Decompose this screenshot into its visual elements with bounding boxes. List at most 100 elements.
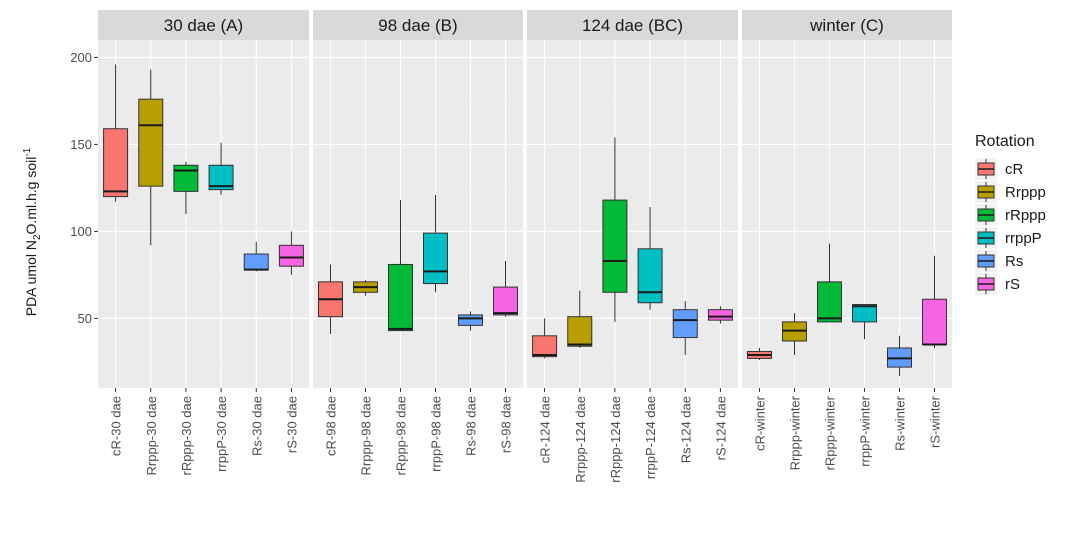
x-tick-label: Rs-winter [893, 395, 908, 451]
x-tick-label: Rs-98 dae [464, 396, 479, 456]
legend-item-rrppP: rrppP [975, 227, 1042, 249]
box-body [388, 263, 413, 332]
legend-item-cR: cR [975, 158, 1024, 180]
box-Rs-98-dae [458, 311, 483, 331]
box-body [278, 244, 304, 267]
y-axis-title-text-2: O.ml.h.g soil [23, 157, 39, 235]
box-rS-30-dae [278, 231, 304, 275]
legend: Rotation cR Rrppp rRppp rrppP Rs rS [975, 133, 1046, 295]
box-rrppP-30-dae [208, 142, 234, 195]
box-Rs-winter [887, 335, 912, 376]
x-tick-label: rS-124 dae [713, 396, 728, 460]
x-tick-label: Rs-124 dae [678, 396, 693, 463]
box-body [138, 98, 164, 187]
box-rrppP-124-dae [637, 207, 663, 310]
box-rRppp-winter [817, 243, 842, 323]
facet-strip [98, 10, 309, 40]
y-tick-label: 150 [70, 137, 92, 152]
x-tick-label: cR-winter [753, 395, 768, 451]
x-tick-label: Rs-30 dae [249, 396, 264, 456]
box-rRppp-98-dae [388, 200, 413, 332]
box-Rrppp-98-dae [353, 280, 378, 296]
box-body [707, 309, 733, 321]
box-body [458, 314, 483, 326]
x-tick-label: Rrppp-winter [788, 395, 803, 470]
x-tick-label: rS-winter [928, 395, 943, 448]
x-tick-label: Rrppp-98 dae [359, 396, 374, 476]
box-body [672, 309, 698, 339]
legend-item-rS: rS [975, 273, 1020, 295]
facet-panel-3: 124 dae (BC) cR-124 dae Rrppp-124 dae rRppp… [527, 10, 738, 483]
facets-layer: 30 dae (A) cR-30 dae Rrppp-30 dae rRppp-30 … [98, 10, 952, 483]
y-axis: 50 100 150 200 [70, 50, 98, 326]
y-tick-label: 50 [78, 311, 92, 326]
box-body [817, 281, 842, 323]
box-rS-124-dae [707, 306, 733, 324]
x-tick-label: Rrppp-124 dae [573, 396, 588, 483]
y-axis-title: PDA umol N2O.ml.h.g soil-1 [22, 147, 43, 316]
legend-item-Rrppp: Rrppp [975, 181, 1046, 203]
x-tick-label: rRppp-winter [823, 395, 838, 470]
facet-strip [313, 10, 523, 40]
box-body [493, 286, 518, 316]
box-cR-98-dae [318, 264, 343, 335]
facet-panel-4: winter (C) cR-winter Rrppp-winter rRppp-win… [742, 10, 952, 470]
facet-panel-1: 30 dae (A) cR-30 dae Rrppp-30 dae rRppp-30 … [98, 10, 309, 476]
x-tick-label: rRppp-124 dae [608, 396, 623, 483]
box-Rrppp-30-dae [138, 69, 164, 246]
y-axis-title-text-1: PDA umol N [23, 240, 39, 316]
facet-title: 30 dae (A) [164, 16, 243, 35]
x-tick-label: Rrppp-30 dae [144, 396, 159, 476]
box-body [567, 316, 593, 347]
x-tick-label: rrppP-124 dae [643, 396, 658, 479]
box-body [423, 232, 448, 285]
legend-label: rS [1005, 276, 1020, 293]
legend-label: Rrppp [1005, 184, 1046, 201]
legend-item-Rs: Rs [975, 250, 1023, 272]
box-body [602, 199, 628, 293]
legend-label: rrppP [1005, 230, 1042, 247]
legend-label: cR [1005, 161, 1024, 178]
box-body [243, 253, 269, 271]
box-body [852, 303, 877, 323]
legend-title: Rotation [975, 133, 1035, 150]
box-body [173, 164, 199, 192]
facet-panel-2: 98 dae (B) cR-98 dae Rrppp-98 dae rRppp-98 … [313, 10, 523, 476]
x-tick-label: rS-98 dae [499, 396, 514, 453]
box-Rrppp-124-dae [567, 290, 593, 348]
box-body [532, 335, 558, 358]
facet-title: 98 dae (B) [378, 16, 457, 35]
box-body [922, 298, 947, 346]
x-tick-label: cR-124 dae [538, 396, 553, 463]
box-cR-winter [747, 347, 772, 361]
x-tick-label: cR-98 dae [324, 396, 339, 456]
legend-label: Rs [1005, 253, 1023, 270]
panel-background [742, 40, 952, 388]
x-tick-label: rRppp-98 dae [394, 396, 409, 476]
panel-background [313, 40, 523, 388]
box-rRppp-30-dae [173, 161, 199, 214]
y-tick-label: 200 [70, 50, 92, 65]
x-tick-label: rrppP-98 dae [429, 396, 444, 472]
box-cR-124-dae [532, 318, 558, 359]
x-tick-label: rRppp-30 dae [179, 396, 194, 476]
facet-strip [742, 10, 952, 40]
facet-title: 124 dae (BC) [582, 16, 683, 35]
y-axis-title-sup: -1 [22, 147, 33, 156]
box-rRppp-124-dae [602, 137, 628, 322]
x-tick-label: rrppP-winter [858, 395, 873, 466]
box-rrppP-winter [852, 303, 877, 340]
x-tick-label: cR-30 dae [109, 396, 124, 456]
box-cR-30-dae [103, 64, 129, 202]
legend-item-rRppp: rRppp [975, 204, 1046, 226]
box-body [637, 248, 663, 304]
box-Rs-124-dae [672, 301, 698, 355]
box-Rs-30-dae [243, 241, 269, 272]
box-rS-98-dae [493, 260, 518, 317]
facet-title: winter (C) [809, 16, 884, 35]
box-rrppP-98-dae [423, 194, 448, 293]
x-tick-label: rS-30 dae [284, 396, 299, 453]
y-axis-title-sub: 2 [32, 234, 43, 240]
y-tick-label: 100 [70, 224, 92, 239]
